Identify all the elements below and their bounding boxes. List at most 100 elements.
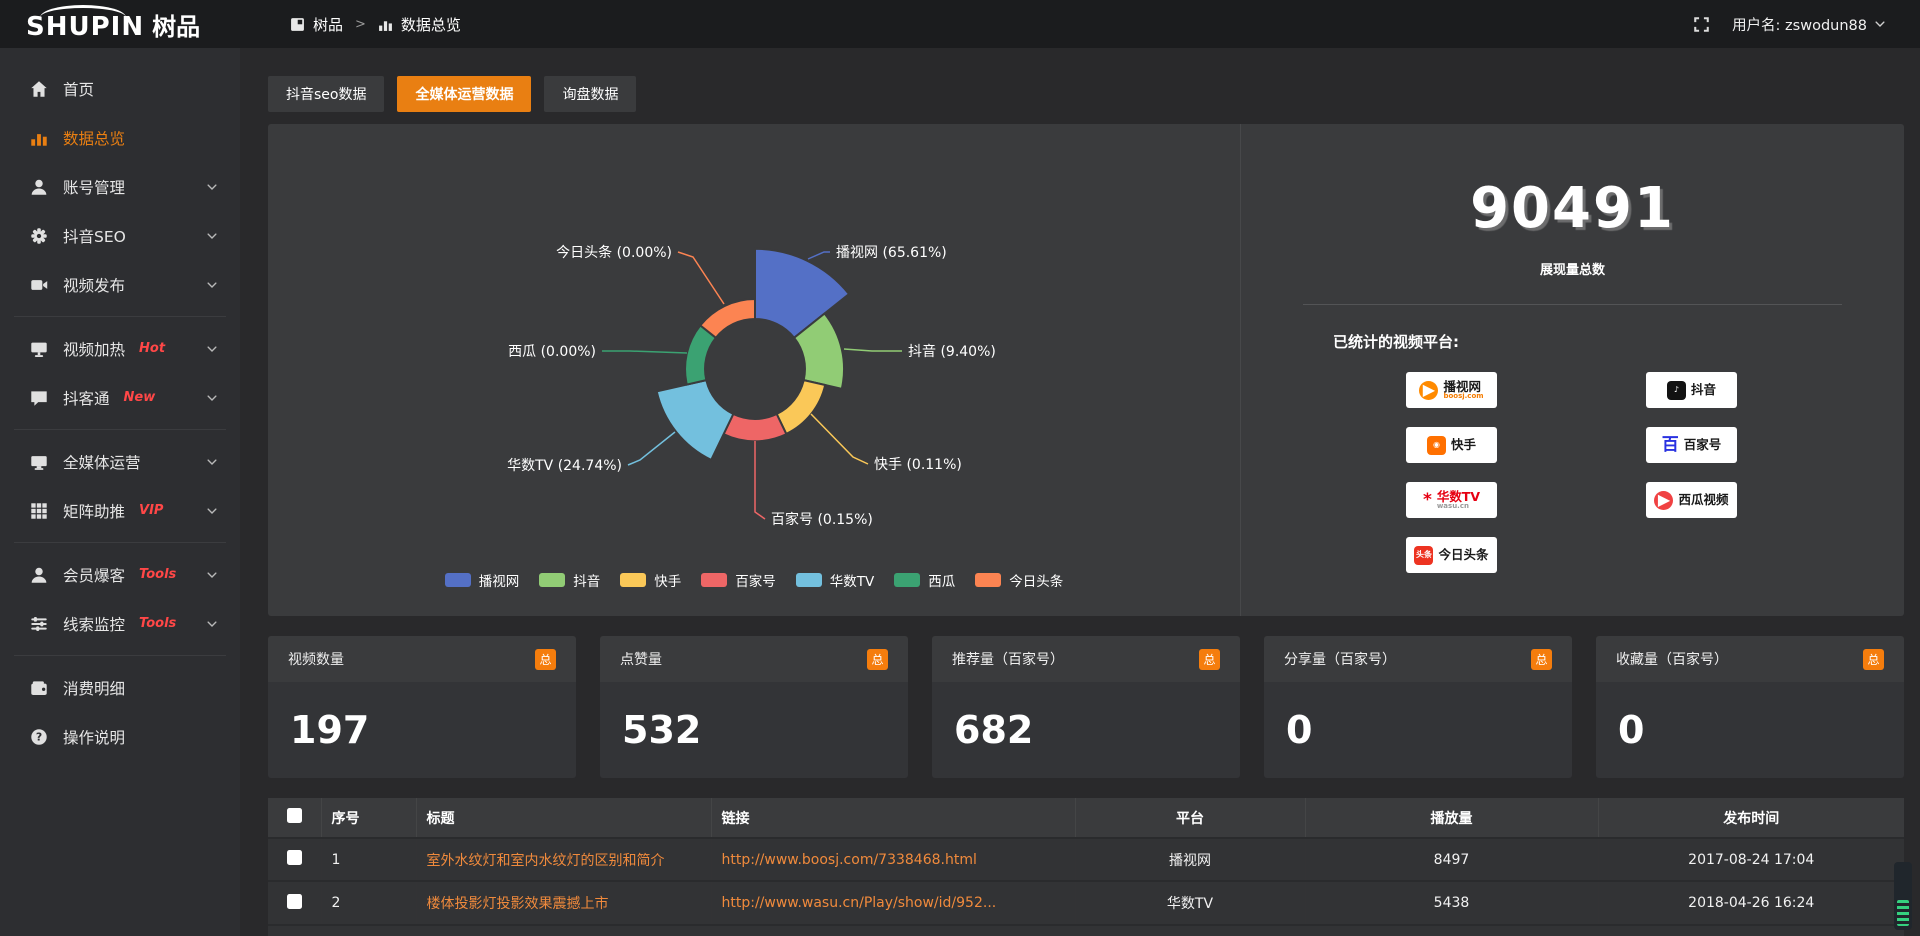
stat-card-label: 点赞量 <box>620 652 662 668</box>
sidebar-item-label: 数据总览 <box>63 129 126 148</box>
stat-card-value: 0 <box>1286 708 1313 752</box>
sidebar-item-tag: VIP <box>139 503 164 518</box>
sidebar-item-data-overview[interactable]: 数据总览 <box>0 113 240 162</box>
pie-slice-0[interactable] <box>754 247 851 340</box>
select-all-checkbox[interactable] <box>286 808 302 823</box>
app-logo: SHUPIN 树品 <box>0 4 250 42</box>
pie-slice-3[interactable] <box>722 412 788 443</box>
pie-slice-1[interactable] <box>792 312 846 390</box>
cell-plays: 5438 <box>1304 880 1598 924</box>
sidebar-item-douyin-seo[interactable]: 抖音SEO <box>0 211 240 260</box>
pie-slice-6[interactable] <box>698 297 756 340</box>
home-icon <box>30 80 48 98</box>
legend-label: 西瓜 <box>928 574 956 590</box>
video-icon <box>30 276 48 294</box>
sidebar-item-label: 矩阵助推 <box>63 502 126 521</box>
stat-card-label: 视频数量 <box>288 652 344 668</box>
floating-widget[interactable] <box>1894 862 1912 930</box>
total-badge: 总 <box>1199 648 1220 670</box>
table-row: 1 室外水纹灯和室内水纹灯的区别和简介 http://www.boosj.com/7… <box>268 837 1904 881</box>
sidebar-item-label: 视频加热 <box>63 340 126 359</box>
pie-label: 播视网 (65.61%) <box>836 245 947 261</box>
sidebar-item-video-heat[interactable]: 视频加热 Hot <box>0 324 240 373</box>
sidebar-item-account-management[interactable]: 账号管理 <box>0 162 240 211</box>
pie-slice-2[interactable] <box>775 378 827 436</box>
sidebar-item-video-publish[interactable]: 视频发布 <box>0 260 240 309</box>
legend-item-3[interactable]: 百家号 <box>701 570 776 590</box>
logo-text-en: SHUPIN <box>26 4 145 42</box>
video-table-wrap: 序号 标题 链接 平台 播放量 发布时间 1 室外水纹灯和室内水纹灯的区别和简介 http:/… <box>268 798 1904 936</box>
sidebar-item-douketong[interactable]: 抖客通 New <box>0 373 240 422</box>
video-title-link[interactable]: 楼体投影灯投影效果震撼上市 <box>426 896 609 912</box>
platform-name: 百家号 <box>1683 437 1722 453</box>
stat-card-4: 收藏量（百家号） 总 0 <box>1596 636 1904 778</box>
chevron-down-icon <box>206 505 218 517</box>
legend-item-4[interactable]: 华数TV <box>795 570 874 590</box>
total-badge: 总 <box>1531 648 1552 670</box>
sidebar-item-clue-monitor[interactable]: 线索监控 Tools <box>0 599 240 648</box>
pie-label-line <box>810 413 869 465</box>
logo-text-cn: 树品 <box>152 12 201 41</box>
video-title-link[interactable]: 室外水纹灯和室内水纹灯的区别和简介 <box>426 852 665 869</box>
toutiao-logo: 头条 <box>1414 545 1434 565</box>
tab-inquiry-data[interactable]: 询盘数据 <box>544 76 637 112</box>
window-grid-icon <box>290 17 305 32</box>
sidebar-item-label: 操作说明 <box>63 728 126 747</box>
legend-label: 今日头条 <box>1009 574 1064 590</box>
platform-sub: wasu.cn <box>1436 501 1469 510</box>
rose-chart: 播视网 (65.61%) 抖音 (9.40%) 快手 (0.11%) 百家号 (0.1… <box>268 124 1240 616</box>
breadcrumb: 树品 > 数据总览 <box>290 14 461 35</box>
legend-item-6[interactable]: 今日头条 <box>975 570 1063 590</box>
pie-slice-4[interactable] <box>655 378 735 462</box>
pie-label: 百家号 (0.15%) <box>771 511 873 528</box>
cell-time: 2018-04-26 16:24 <box>1597 880 1904 924</box>
row-checkbox[interactable] <box>286 893 302 909</box>
legend-swatch <box>795 573 822 587</box>
pie-label-line <box>627 431 676 466</box>
video-url-link[interactable]: http://www.boosj.com/7338468.html <box>721 851 977 868</box>
fullscreen-icon[interactable] <box>1693 16 1710 33</box>
stat-card-1: 点赞量 总 532 <box>600 636 908 778</box>
platform-name: 抖音 <box>1690 382 1716 398</box>
sidebar-item-matrix-boost[interactable]: 矩阵助推 VIP <box>0 486 240 535</box>
rose-chart-svg: 播视网 (65.61%) 抖音 (9.40%) 快手 (0.11%) 百家号 (0.1… <box>507 244 996 528</box>
sidebar-item-instructions[interactable]: ? 操作说明 <box>0 712 240 761</box>
bar-chart-icon <box>30 129 48 147</box>
sidebar-item-media-operation[interactable]: 全媒体运营 <box>0 437 240 486</box>
chevron-down-icon <box>206 392 218 404</box>
chevron-down-icon <box>1874 18 1886 30</box>
legend-item-0[interactable]: 播视网 <box>444 570 519 590</box>
platform-name: 快手 <box>1450 437 1476 453</box>
pie-label: 抖音 (9.40%) <box>908 343 996 360</box>
sliders-icon <box>30 615 48 633</box>
sidebar: 首页 数据总览 账号管理 抖音SEO 视频发布 视频加热 Hot 抖客通 New 全媒体运营 矩阵助… <box>0 48 240 936</box>
user-menu[interactable]: 用户名: zswodun88 <box>1732 14 1886 35</box>
tab-media-operation-data[interactable]: 全媒体运营数据 <box>397 76 532 112</box>
sidebar-item-label: 视频发布 <box>63 276 126 295</box>
video-url-link[interactable]: http://www.wasu.cn/Play/show/id/952... <box>721 895 997 911</box>
tab-douyin-seo-data[interactable]: 抖音seo数据 <box>268 76 385 112</box>
legend-item-2[interactable]: 快手 <box>620 570 681 590</box>
cell-index: 1 <box>320 837 416 881</box>
widget-stripes-icon <box>1897 900 1909 926</box>
legend-item-1[interactable]: 抖音 <box>539 570 600 590</box>
breadcrumb-root[interactable]: 树品 <box>313 15 344 34</box>
stat-card-2: 推荐量（百家号） 总 682 <box>932 636 1240 778</box>
breadcrumb-current[interactable]: 数据总览 <box>400 15 461 34</box>
sidebar-item-label: 消费明细 <box>63 679 126 698</box>
pie-label-line <box>677 251 725 305</box>
row-checkbox[interactable] <box>286 850 302 865</box>
pie-label-line <box>807 251 830 260</box>
stat-card-0: 视频数量 总 197 <box>268 636 576 778</box>
legend-item-5[interactable]: 西瓜 <box>894 570 955 590</box>
pie-label-line <box>754 441 766 520</box>
legend-swatch <box>444 573 471 587</box>
chevron-down-icon <box>206 279 218 291</box>
sidebar-item-consumption-detail[interactable]: 消费明细 <box>0 663 240 712</box>
stat-card-value: 197 <box>290 708 370 752</box>
sidebar-item-member-burst[interactable]: 会员爆客 Tools <box>0 550 240 599</box>
platform-name: 今日头条 <box>1438 547 1489 563</box>
breadcrumb-separator: > <box>355 16 366 32</box>
sidebar-item-home[interactable]: 首页 <box>0 64 240 113</box>
platform-badge-6: ▶ 西瓜视频 <box>1646 482 1737 518</box>
